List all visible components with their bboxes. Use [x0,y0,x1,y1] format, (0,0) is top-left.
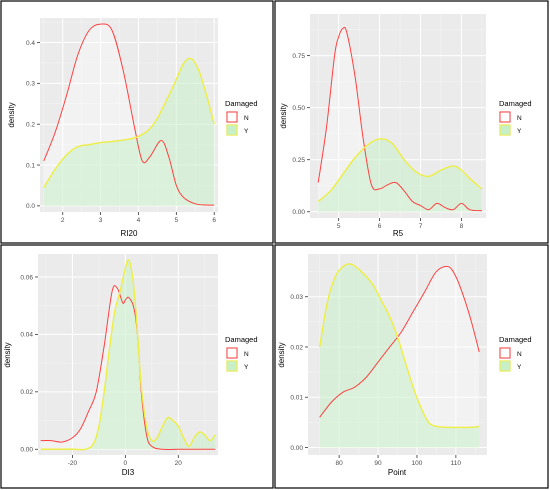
y-tick-label: 0.00 [290,445,303,452]
legend-key-n [226,347,238,359]
x-tick-label: 5 [337,223,341,230]
x-tick-label: 6 [378,223,382,230]
panel-border [274,0,549,244]
legend-label-n: N [517,115,522,122]
y-tick-label: 0.01 [290,395,303,402]
panel-r5: 5 6 7 8 0.00 0.25 0.50 0.75 R5 density Damaged … [274,0,549,244]
density-line-n [43,23,215,206]
y-tick-label: 0.25 [292,157,305,164]
legend: Damaged N Y [499,335,532,372]
y-tick-label: 0.3 [26,81,35,88]
y-tick-label: 0.02 [20,389,33,396]
panel-border [0,0,274,244]
legend-label-n: N [244,351,249,358]
x-tick-label: 7 [419,223,423,230]
legend-label-y: Y [517,364,522,371]
x-tick-label: 3 [99,217,103,224]
density-area-y [318,138,482,212]
density-line-n [40,285,216,450]
y-tick-label: 0.75 [292,53,305,60]
panel-point: 80 90 100 110 0.00 0.01 0.02 0.03 Point density… [274,244,549,489]
legend-key-n [499,347,511,359]
plot-area: -20 0 20 0.00 0.02 0.04 0.06 [20,254,218,467]
y-tick-label: 0.02 [290,344,303,351]
legend-label-y: Y [517,128,522,135]
density-line-y [40,258,216,451]
y-tick-label: 0.50 [292,105,305,112]
y-axis-title: density [277,342,286,367]
x-tick-label: 90 [374,460,382,467]
y-axis-title: density [3,342,12,367]
x-tick-label: 8 [460,223,464,230]
x-tick-label: 110 [451,460,462,467]
x-tick-label: 80 [336,460,344,467]
y-tick-label: 0.00 [20,447,33,454]
density-area-y [319,263,480,448]
density-line-n [317,26,482,212]
plot-area: 80 90 100 110 0.00 0.01 0.02 0.03 [290,254,487,467]
y-tick-label: 0.06 [20,274,33,281]
legend-key-y [226,124,238,136]
x-tick-label: 20 [175,460,183,467]
y-tick-label: 0.00 [292,209,305,216]
x-tick-label: 2 [61,217,65,224]
x-axis-title: DI3 [122,468,135,477]
density-line-y [43,57,215,188]
legend-key-y [499,360,511,372]
panel-border [0,244,274,489]
x-tick-label: -20 [68,460,78,467]
x-tick-label: 0 [124,460,128,467]
x-tick-label: 5 [175,217,179,224]
legend: Damaged N Y [225,335,258,372]
x-tick-label: 100 [412,460,423,467]
legend-key-y [226,360,238,372]
panel-ri20: 2 3 4 5 6 0.0 0.1 0.2 0.3 0.4 RI20 density Damage… [0,0,274,244]
legend-title: Damaged [225,99,258,108]
legend-title: Damaged [499,335,532,344]
y-tick-label: 0.4 [26,40,35,47]
panel-di3: -20 0 20 0.00 0.02 0.04 0.06 DI3 density Damag… [0,244,274,489]
panel-border [274,244,549,489]
y-axis-title: density [279,103,288,128]
legend: Damaged N Y [225,99,258,136]
density-line-y [318,263,480,429]
x-tick-label: 6 [212,217,216,224]
y-tick-label: 0.2 [26,121,35,128]
legend-key-y [499,124,511,136]
plot-area: 5 6 7 8 0.00 0.25 0.50 0.75 [292,14,486,230]
y-tick-label: 0.1 [26,162,35,169]
legend-label-n: N [244,115,249,122]
density-area-y [40,259,216,450]
density-line-n [319,265,480,418]
density-line-y [317,138,483,202]
legend-key-n [226,111,238,123]
y-axis-title: density [7,102,16,127]
y-tick-label: 0.0 [26,203,35,210]
x-axis-title: RI20 [121,229,138,238]
legend-key-n [499,111,511,123]
y-tick-label: 0.04 [20,332,33,339]
y-tick-label: 0.03 [290,294,303,301]
legend-title: Damaged [225,335,258,344]
legend: Damaged N Y [499,99,532,136]
legend-label-n: N [517,351,522,358]
x-axis-title: Point [388,468,407,477]
legend-label-y: Y [244,364,249,371]
legend-label-y: Y [244,128,249,135]
x-axis-title: R5 [393,229,404,238]
x-tick-label: 4 [137,217,141,224]
plot-area: 2 3 4 5 6 0.0 0.1 0.2 0.3 0.4 [26,18,218,224]
legend-title: Damaged [499,99,532,108]
